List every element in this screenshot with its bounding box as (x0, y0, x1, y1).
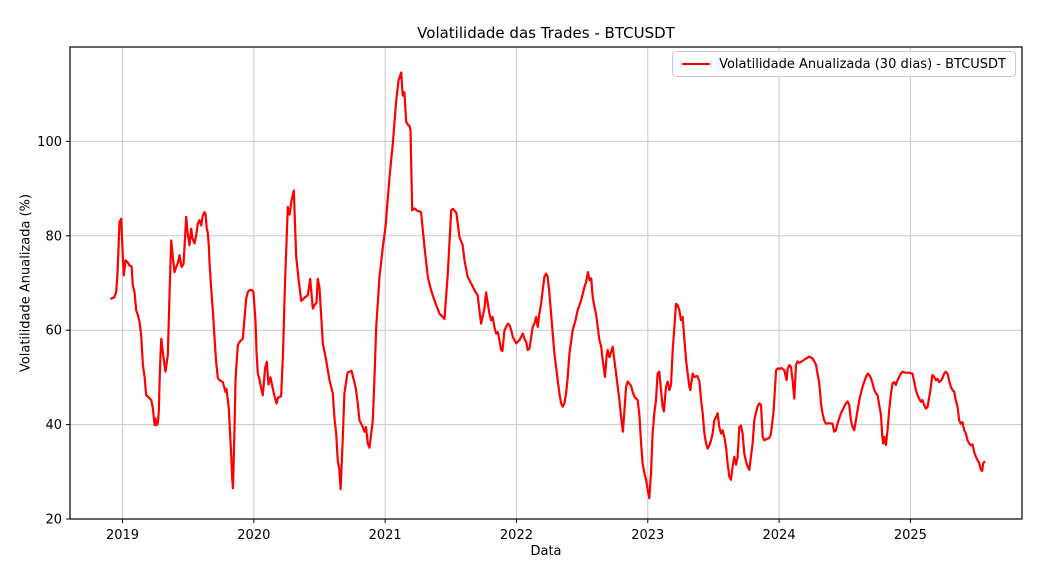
x-tick-label: 2021 (369, 528, 402, 543)
x-axis-label: Data (530, 544, 562, 559)
x-tick-label: 2024 (763, 528, 796, 543)
y-tick-label: 80 (45, 229, 62, 244)
legend-line-swatch (682, 63, 711, 65)
y-tick-label: 40 (45, 418, 62, 433)
x-tick-label: 2020 (237, 528, 270, 543)
legend-label: Volatilidade Anualizada (30 dias) - BTCU… (719, 56, 1006, 72)
x-tick-label: 2023 (631, 528, 664, 543)
axes-spines (69, 46, 1023, 520)
y-tick-label: 60 (45, 324, 62, 339)
legend: Volatilidade Anualizada (30 dias) - BTCU… (672, 51, 1016, 77)
chart-title: Volatilidade das Trades - BTCUSDT (417, 24, 675, 42)
y-axis-label: Volatilidade Anualizada (%) (18, 193, 34, 373)
x-tick-label: 2022 (500, 528, 533, 543)
volatility-line (110, 71, 986, 500)
x-tick-label: 2019 (106, 528, 139, 543)
y-tick-label: 20 (45, 513, 62, 528)
x-tick-label: 2025 (894, 528, 927, 543)
y-tick-label: 100 (37, 135, 62, 150)
